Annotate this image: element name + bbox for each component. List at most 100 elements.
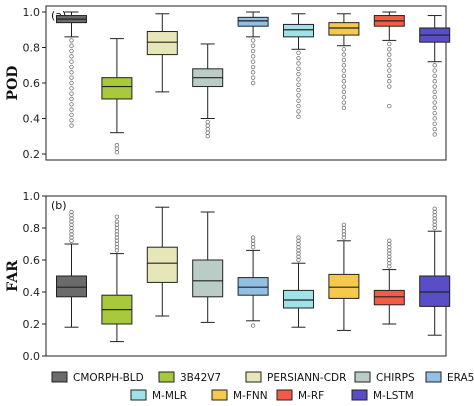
plot-frame: [45, 195, 447, 357]
outlier-point: [69, 222, 74, 227]
outlier-point: [69, 54, 74, 59]
outlier-point: [296, 114, 301, 119]
outlier-point: [296, 248, 301, 253]
outlier-point: [114, 222, 120, 227]
outlier-point: [205, 126, 210, 132]
outlier-point: [387, 47, 392, 52]
outlier-point: [432, 206, 437, 211]
y-tick-label: 0.6: [23, 254, 41, 267]
legend-item: ERA5: [425, 371, 474, 384]
outlier-point: [69, 232, 74, 237]
outlier-point: [250, 235, 256, 240]
box-chirps: [192, 43, 224, 139]
box-cmorph-bld: [56, 11, 87, 128]
outlier-point: [341, 222, 347, 227]
box-body: [237, 16, 269, 27]
legend: CMORPH-BLD 3B42V7 PERSIANN-CDR CHIRPS ERA5 M-…: [51, 371, 474, 402]
y-tick-label: 0.8: [23, 222, 41, 235]
y-tick-label: 0.4: [23, 113, 41, 126]
outlier-point: [69, 225, 74, 231]
outlier-point: [69, 112, 74, 118]
outlier-point: [69, 118, 74, 123]
outlier-point: [432, 105, 437, 111]
box-m-fnn: [328, 222, 360, 331]
y-tick-label: 0.0: [23, 350, 41, 363]
box-body: [237, 277, 269, 296]
y-tick-label: 1.0: [23, 6, 41, 19]
outlier-point: [296, 77, 301, 82]
outlier-point: [296, 98, 301, 103]
outlier-point: [250, 70, 256, 75]
legend-item: CMORPH-BLD: [51, 371, 144, 384]
box-body: [283, 23, 314, 38]
outlier-point: [296, 241, 301, 247]
legend-swatch: [351, 389, 368, 401]
outlier-point: [69, 96, 74, 102]
outlier-point: [341, 100, 347, 105]
legend-label: ERA5: [447, 372, 474, 384]
box-body: [101, 77, 133, 100]
outlier-point: [114, 232, 120, 237]
outlier-point: [341, 63, 347, 68]
box-era5: [237, 11, 269, 86]
outlier-point: [432, 212, 437, 218]
legend-swatch: [276, 389, 293, 401]
legend-swatch: [245, 371, 262, 383]
legend-item: M-MLR: [130, 389, 187, 402]
outlier-point: [69, 216, 74, 221]
legend-label: M-LSTM: [373, 390, 414, 402]
outlier-point: [205, 134, 210, 139]
box-m-mlr: [283, 235, 314, 328]
outlier-point: [387, 73, 392, 79]
legend-label: M-FNN: [233, 390, 268, 402]
legend-swatch: [51, 371, 68, 383]
legend-label: PERSIANN-CDR: [267, 372, 346, 384]
outlier-point: [296, 235, 301, 240]
outlier-point: [69, 238, 74, 243]
outlier-point: [114, 244, 120, 250]
box-m-lstm: [419, 206, 451, 336]
outlier-point: [387, 84, 392, 89]
outlier-point: [250, 59, 256, 64]
outlier-point: [296, 66, 301, 71]
outlier-point: [432, 209, 437, 215]
box-m-rf: [373, 238, 405, 325]
outlier-point: [341, 84, 347, 89]
box-body: [192, 259, 224, 298]
outlier-point: [296, 71, 301, 77]
outlier-point: [69, 70, 74, 75]
box-body: [283, 289, 314, 309]
outlier-point: [114, 146, 120, 151]
outlier-point: [114, 238, 120, 243]
outlier-point: [387, 52, 392, 57]
outlier-point: [432, 132, 437, 137]
outlier-point: [250, 323, 256, 328]
legend-label: M-RF: [298, 390, 324, 402]
outlier-point: [341, 68, 347, 73]
y-tick-label: 1.0: [23, 190, 41, 203]
y-tick-label: 0.4: [23, 286, 41, 299]
outlier-point: [341, 47, 347, 52]
legend-label: M-MLR: [152, 390, 187, 402]
y-tick-label: 0.2: [23, 318, 41, 331]
outlier-point: [250, 75, 256, 80]
outlier-point: [432, 121, 437, 127]
outlier-point: [387, 68, 392, 73]
outlier-point: [341, 73, 347, 79]
outlier-point: [387, 103, 392, 109]
outlier-point: [250, 241, 256, 247]
outlier-point: [69, 86, 74, 91]
outlier-point: [296, 103, 301, 109]
box-chirps: [192, 211, 224, 323]
outlier-point: [296, 109, 301, 114]
outlier-point: [387, 248, 392, 253]
outlier-point: [250, 238, 256, 243]
box-m-fnn: [328, 13, 360, 111]
box-3b42v7: [101, 214, 133, 343]
outlier-point: [387, 264, 392, 269]
outlier-point: [69, 212, 74, 218]
outlier-point: [250, 38, 256, 43]
outlier-point: [341, 89, 347, 95]
outlier-point: [296, 87, 301, 93]
